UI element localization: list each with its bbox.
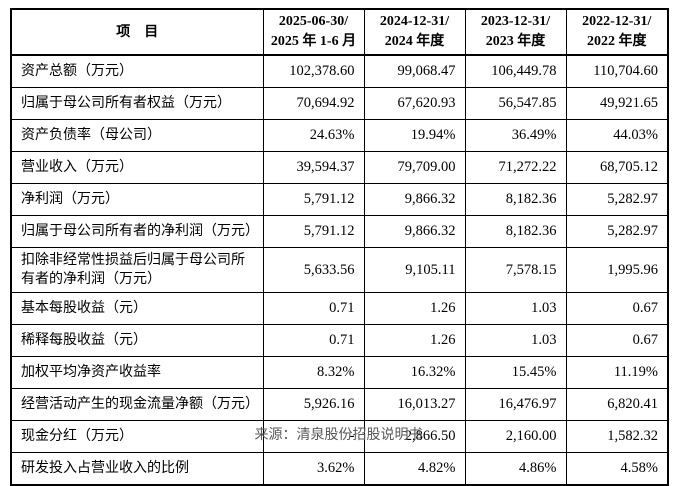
source-note: 来源：清泉股份招股说明书: [254, 426, 423, 442]
row-value-2022: 1,995.96: [565, 247, 669, 293]
row-value-2023: 4.86%: [464, 452, 567, 486]
row-value-2023: 7,578.15: [464, 247, 567, 293]
row-value-2022: 5,282.97: [565, 215, 669, 248]
row-item-label: 基本每股收益（元）: [10, 292, 264, 325]
row-value-2023: 106,449.78: [464, 54, 567, 88]
row-value-2022: 6,820.41: [565, 388, 669, 421]
row-value-2024: 79,709.00: [363, 151, 466, 184]
table-row: 资产总额（万元） 102,378.60 99,068.47 106,449.78…: [10, 54, 669, 88]
header-item-label: 项 目: [116, 24, 159, 40]
row-item-label: 扣除非经常性损益后归属于母公司所有者的净利润（万元）: [10, 247, 264, 293]
row-value-2025: 70,694.92: [262, 87, 365, 120]
row-value-2025: 0.71: [262, 292, 365, 325]
row-value-2023: 8,182.36: [464, 215, 567, 248]
header-item-column: 项 目: [10, 8, 264, 56]
table-row: 基本每股收益（元） 0.71 1.26 1.03 0.67: [10, 292, 669, 325]
table-row: 归属于母公司所有者的净利润（万元） 5,791.12 9,866.32 8,18…: [10, 215, 669, 248]
row-value-2023: 71,272.22: [464, 151, 567, 184]
row-item-label: 营业收入（万元）: [10, 151, 264, 184]
row-value-2022: 44.03%: [565, 119, 669, 152]
row-value-2024: 67,620.93: [363, 87, 466, 120]
row-value-2025: 0.71: [262, 324, 365, 357]
row-value-2025: 5,633.56: [262, 247, 365, 293]
row-item-label: 加权平均净资产收益率: [10, 356, 264, 389]
row-item-label: 经营活动产生的现金流量净额（万元）: [10, 388, 264, 421]
row-value-2024: 4.82%: [363, 452, 466, 486]
row-value-2022: 5,282.97: [565, 183, 669, 216]
row-item-label: 归属于母公司所有者的净利润（万元）: [10, 215, 264, 248]
header-period-2024: 2024-12-31/ 2024 年度: [363, 8, 466, 56]
row-value-2025: 5,791.12: [262, 183, 365, 216]
header-period-2023-span: 2023 年度: [485, 34, 546, 49]
table-body: 资产总额（万元） 102,378.60 99,068.47 106,449.78…: [10, 54, 669, 486]
header-period-2022: 2022-12-31/ 2022 年度: [565, 8, 669, 56]
row-item-label: 研发投入占营业收入的比例: [10, 452, 264, 486]
row-item-label: 资产总额（万元）: [10, 54, 264, 88]
row-value-2025: 5,791.12: [262, 215, 365, 248]
row-value-2025: 24.63%: [262, 119, 365, 152]
row-value-2024: 16,013.27: [363, 388, 466, 421]
row-value-2022: 68,705.12: [565, 151, 669, 184]
row-value-2024: 1.26: [363, 324, 466, 357]
financial-summary-table: 项 目 2025-06-30/ 2025 年 1-6 月 2024-12-31/…: [10, 8, 669, 486]
row-value-2022: 4.58%: [565, 452, 669, 486]
header-period-2025-date: 2025-06-30/: [278, 14, 349, 29]
header-period-2023-date: 2023-12-31/: [480, 14, 551, 29]
header-period-2022-date: 2022-12-31/: [582, 14, 652, 29]
row-value-2024: 16.32%: [363, 356, 466, 389]
row-item-label: 归属于母公司所有者权益（万元）: [10, 87, 264, 120]
table-row: 归属于母公司所有者权益（万元） 70,694.92 67,620.93 56,5…: [10, 87, 669, 120]
row-value-2025: 102,378.60: [262, 54, 365, 88]
row-item-label: 净利润（万元）: [10, 183, 264, 216]
table-row: 资产负债率（母公司） 24.63% 19.94% 36.49% 44.03%: [10, 119, 669, 152]
row-value-2023: 1.03: [464, 292, 567, 325]
row-value-2023: 8,182.36: [464, 183, 567, 216]
row-item-label: 资产负债率（母公司）: [10, 119, 264, 152]
row-value-2023: 1.03: [464, 324, 567, 357]
row-value-2023: 15.45%: [464, 356, 567, 389]
row-value-2024: 9,866.32: [363, 183, 466, 216]
header-period-2022-span: 2022 年度: [587, 34, 647, 49]
row-value-2024: 99,068.47: [363, 54, 466, 88]
table-row: 稀释每股收益（元） 0.71 1.26 1.03 0.67: [10, 324, 669, 357]
row-value-2025: 3.62%: [262, 452, 365, 486]
row-value-2023: 16,476.97: [464, 388, 567, 421]
table-header: 项 目 2025-06-30/ 2025 年 1-6 月 2024-12-31/…: [10, 8, 669, 56]
header-period-2025-span: 2025 年 1-6 月: [270, 34, 357, 49]
table-row: 加权平均净资产收益率 8.32% 16.32% 15.45% 11.19%: [10, 356, 669, 389]
table-row: 净利润（万元） 5,791.12 9,866.32 8,182.36 5,282…: [10, 183, 669, 216]
financial-summary-table-wrap: 项 目 2025-06-30/ 2025 年 1-6 月 2024-12-31/…: [10, 8, 669, 486]
row-value-2025: 8.32%: [262, 356, 365, 389]
header-period-2025: 2025-06-30/ 2025 年 1-6 月: [262, 8, 365, 56]
row-value-2023: 36.49%: [464, 119, 567, 152]
row-value-2022: 11.19%: [565, 356, 669, 389]
row-value-2024: 9,105.11: [363, 247, 466, 293]
row-value-2024: 9,866.32: [363, 215, 466, 248]
row-item-label: 稀释每股收益（元）: [10, 324, 264, 357]
header-row: 项 目 2025-06-30/ 2025 年 1-6 月 2024-12-31/…: [10, 8, 669, 56]
header-period-2024-span: 2024 年度: [384, 34, 445, 49]
header-period-2023: 2023-12-31/ 2023 年度: [464, 8, 567, 56]
row-value-2025: 5,926.16: [262, 388, 365, 421]
row-value-2022: 0.67: [565, 292, 669, 325]
row-value-2022: 110,704.60: [565, 54, 669, 88]
row-value-2023: 56,547.85: [464, 87, 567, 120]
row-value-2024: 19.94%: [363, 119, 466, 152]
table-row: 研发投入占营业收入的比例 3.62% 4.82% 4.86% 4.58%: [10, 452, 669, 486]
row-value-2025: 39,594.37: [262, 151, 365, 184]
row-value-2022: 49,921.65: [565, 87, 669, 120]
row-value-2022: 0.67: [565, 324, 669, 357]
row-value-2024: 1.26: [363, 292, 466, 325]
table-row: 扣除非经常性损益后归属于母公司所有者的净利润（万元） 5,633.56 9,10…: [10, 247, 669, 293]
table-row: 经营活动产生的现金流量净额（万元） 5,926.16 16,013.27 16,…: [10, 388, 669, 421]
table-row: 营业收入（万元） 39,594.37 79,709.00 71,272.22 6…: [10, 151, 669, 184]
header-period-2024-date: 2024-12-31/: [379, 14, 450, 29]
